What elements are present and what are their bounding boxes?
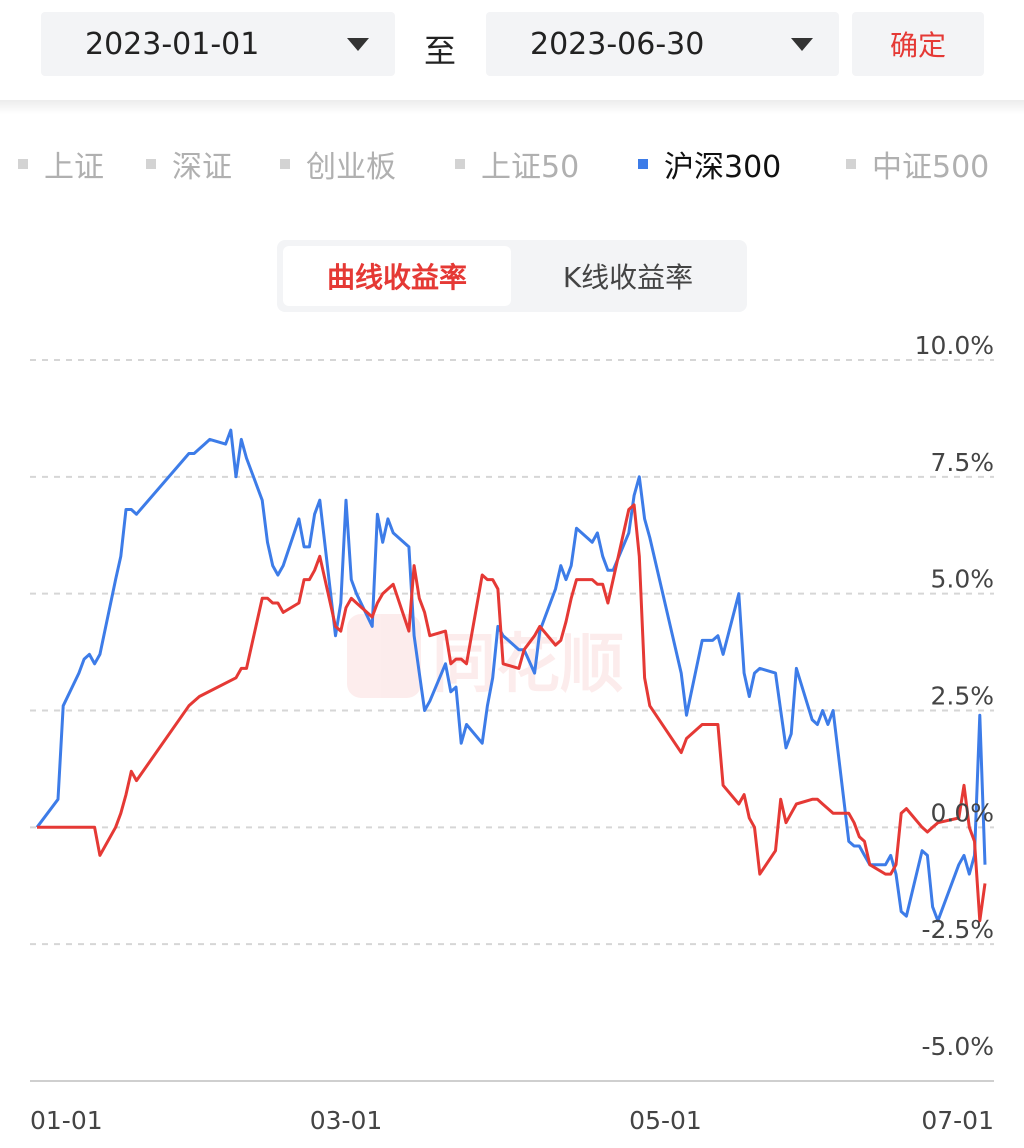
x-tick-label: 01-01 bbox=[30, 1106, 103, 1135]
index-tab-label: 中证500 bbox=[872, 150, 990, 185]
tab-curve-return[interactable]: 曲线收益率 bbox=[283, 246, 511, 306]
y-tick-label: 2.5% bbox=[930, 682, 994, 711]
legend-marker-icon bbox=[280, 159, 290, 169]
legend-marker-icon bbox=[638, 159, 648, 169]
y-tick-label: 10.0% bbox=[915, 331, 994, 360]
index-tab-zhongzheng500[interactable]: 中证500 bbox=[846, 142, 989, 186]
end-date-select[interactable]: 2023-06-30 bbox=[486, 12, 839, 76]
tab-kline-return[interactable]: K线收益率 bbox=[562, 261, 694, 294]
series-lines bbox=[35, 428, 987, 923]
y-tick-label: 7.5% bbox=[930, 448, 994, 477]
date-separator: 至 bbox=[424, 32, 457, 70]
x-tick-label: 03-01 bbox=[310, 1106, 383, 1135]
end-date-value: 2023-06-30 bbox=[530, 26, 705, 62]
legend-marker-icon bbox=[146, 159, 156, 169]
confirm-button[interactable]: 确定 bbox=[852, 12, 984, 76]
index-tab-shenzheng[interactable]: 深证 bbox=[146, 142, 232, 186]
index-tab-label: 上证50 bbox=[481, 150, 580, 185]
watermark: 同花顺 bbox=[347, 614, 624, 702]
index-tab-label: 沪深300 bbox=[664, 150, 782, 185]
y-gridlines bbox=[30, 359, 994, 946]
legend-marker-icon bbox=[455, 159, 465, 169]
start-date-caret-icon bbox=[347, 37, 369, 51]
return-mode-switch: 曲线收益率 K线收益率 bbox=[277, 240, 747, 312]
y-tick-label: 0.0% bbox=[930, 798, 994, 827]
index-tab-label: 上证 bbox=[44, 150, 104, 185]
y-tick-label: -5.0% bbox=[921, 1032, 994, 1061]
watermark-text: 同花顺 bbox=[432, 628, 624, 702]
series-line-2 bbox=[37, 503, 987, 923]
x-tick-label: 05-01 bbox=[629, 1106, 702, 1135]
y-tick-label: 5.0% bbox=[930, 565, 994, 594]
header-divider bbox=[0, 100, 1024, 114]
index-tab-shangzheng50[interactable]: 上证50 bbox=[455, 142, 579, 186]
index-tab-shangzheng[interactable]: 上证 bbox=[18, 142, 104, 186]
index-selector: 上证 深证 创业板 上证50 沪深300 中证500 bbox=[0, 142, 1024, 188]
index-tab-label: 创业板 bbox=[306, 150, 396, 185]
legend-marker-icon bbox=[18, 159, 28, 169]
return-line-chart: 同花顺 10.0% 7.5% 5.0% 2.5% 0.0% -2.5% -5.0% 01-0… bbox=[30, 331, 994, 1135]
start-date-select[interactable]: 2023-01-01 bbox=[41, 12, 395, 76]
start-date-value: 2023-01-01 bbox=[85, 26, 260, 62]
legend-marker-icon bbox=[846, 159, 856, 169]
index-tab-label: 深证 bbox=[172, 150, 232, 185]
series-line-1 bbox=[35, 428, 987, 923]
watermark-logo-icon bbox=[347, 614, 421, 698]
end-date-caret-icon bbox=[791, 37, 813, 51]
y-tick-label: -2.5% bbox=[921, 915, 994, 944]
y-tick-labels: 10.0% 7.5% 5.0% 2.5% 0.0% -2.5% -5.0% bbox=[915, 331, 994, 1061]
x-tick-label: 07-01 bbox=[921, 1106, 994, 1135]
x-tick-labels: 01-01 03-01 05-01 07-01 bbox=[30, 1106, 994, 1135]
index-tab-chuangyeban[interactable]: 创业板 bbox=[280, 142, 396, 186]
index-tab-hushen300[interactable]: 沪深300 bbox=[638, 142, 781, 186]
